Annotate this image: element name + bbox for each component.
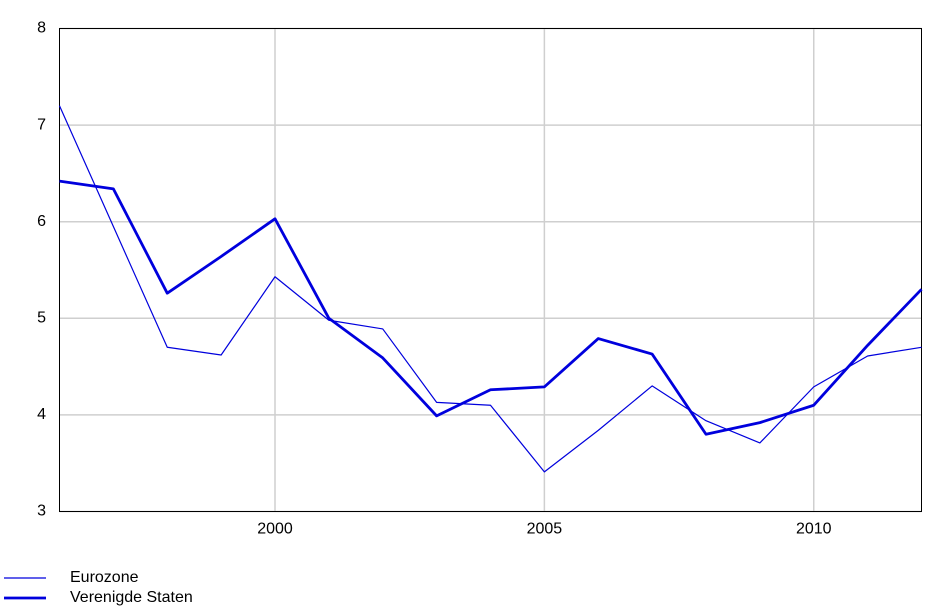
x-tick-label: 2000 xyxy=(257,521,293,538)
y-tick-label: 7 xyxy=(37,116,46,133)
line xyxy=(58,105,922,473)
legend-label: Eurozone xyxy=(70,569,139,586)
y-tick-label: 4 xyxy=(37,406,46,423)
legend-label: Verenigde Staten xyxy=(70,589,193,606)
x-tick-label: 2005 xyxy=(527,521,563,538)
y-tick-label: 8 xyxy=(37,20,46,37)
line xyxy=(59,179,923,436)
y-tick-label: 6 xyxy=(37,213,46,230)
y-tick-label: 5 xyxy=(37,310,46,327)
y-tick-label: 3 xyxy=(37,503,46,520)
plot-frame xyxy=(59,28,922,512)
x-tick-label: 2010 xyxy=(796,521,832,538)
